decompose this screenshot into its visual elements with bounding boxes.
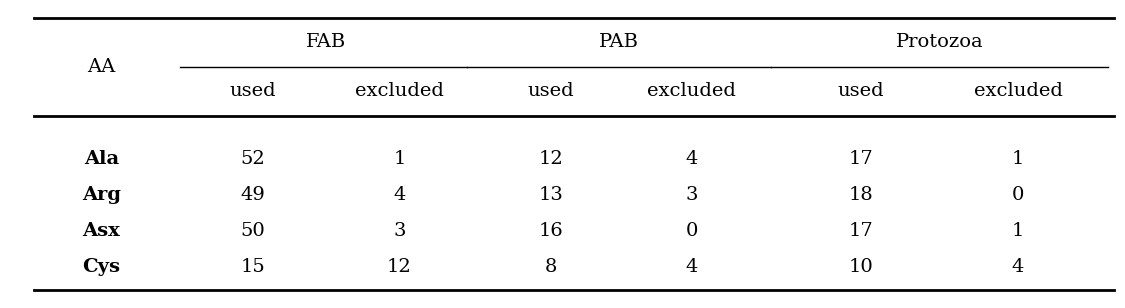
- Text: 1: 1: [1012, 222, 1025, 240]
- Text: 3: 3: [685, 186, 699, 204]
- Text: 4: 4: [686, 258, 698, 276]
- Text: AA: AA: [87, 58, 116, 76]
- Text: used: used: [837, 82, 884, 100]
- Text: used: used: [528, 82, 575, 100]
- Text: Cys: Cys: [82, 258, 120, 276]
- Text: Asx: Asx: [82, 222, 120, 240]
- Text: used: used: [229, 82, 277, 100]
- Text: 17: 17: [848, 150, 873, 168]
- Text: excluded: excluded: [974, 82, 1062, 100]
- Text: 4: 4: [686, 150, 698, 168]
- Text: FAB: FAB: [306, 33, 346, 51]
- Text: PAB: PAB: [598, 33, 639, 51]
- Text: 49: 49: [241, 186, 266, 204]
- Text: excluded: excluded: [356, 82, 443, 100]
- Text: Ala: Ala: [83, 150, 119, 168]
- Text: 4: 4: [394, 186, 406, 204]
- Text: 52: 52: [241, 150, 266, 168]
- Text: Protozoa: Protozoa: [896, 33, 983, 51]
- Text: 12: 12: [387, 258, 412, 276]
- Text: 8: 8: [546, 258, 558, 276]
- Text: 13: 13: [539, 186, 564, 204]
- Text: 12: 12: [539, 150, 564, 168]
- Text: excluded: excluded: [648, 82, 737, 100]
- Text: 1: 1: [394, 150, 406, 168]
- Text: 15: 15: [241, 258, 266, 276]
- Text: 0: 0: [686, 222, 698, 240]
- Text: Arg: Arg: [82, 186, 120, 204]
- Text: 4: 4: [1012, 258, 1025, 276]
- Text: 3: 3: [393, 222, 406, 240]
- Text: 1: 1: [1012, 150, 1025, 168]
- Text: 16: 16: [539, 222, 564, 240]
- Text: 50: 50: [241, 222, 266, 240]
- Text: 0: 0: [1012, 186, 1025, 204]
- Text: 18: 18: [848, 186, 873, 204]
- Text: 17: 17: [848, 222, 873, 240]
- Text: 10: 10: [848, 258, 873, 276]
